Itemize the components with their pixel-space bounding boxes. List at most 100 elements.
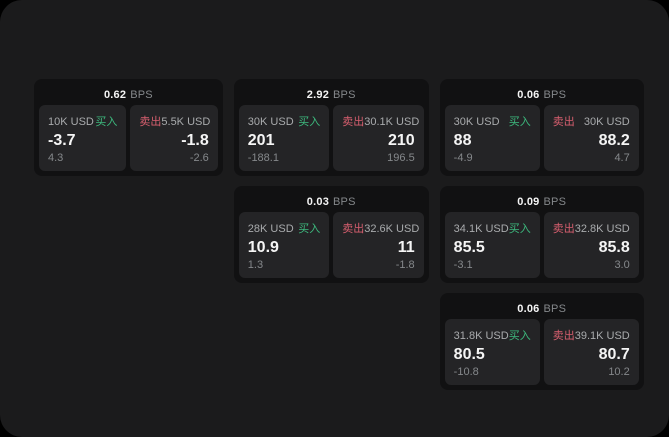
sell-panel[interactable]: 卖出 32.6K USD 11 -1.8 <box>333 212 424 278</box>
sell-side-label: 卖出 <box>552 116 575 128</box>
buy-amount: 34.1K USD <box>453 223 509 235</box>
sell-panel-header: 卖出 30K USD <box>553 113 630 129</box>
buy-amount: 31.8K USD <box>453 330 509 342</box>
buy-sell-panels: 31.8K USD 买入 80.5 -10.8 卖出 39.1K USD 80.… <box>444 319 639 385</box>
buy-side-label: 买入 <box>508 330 531 342</box>
buy-panel-header: 28K USD 买入 <box>248 220 320 236</box>
quote-card: 0.06 BPS 30K USD 买入 88 -4.9 卖出 30K USD 8… <box>439 79 644 176</box>
buy-panel[interactable]: 31.8K USD 买入 80.5 -10.8 <box>444 319 540 385</box>
spread-unit-label: BPS <box>543 195 567 208</box>
buy-panel-header: 31.8K USD 买入 <box>454 327 531 343</box>
spread-header: 0.03 BPS <box>239 191 424 212</box>
spread-header: 0.09 BPS <box>445 191 639 212</box>
quote-card: 0.03 BPS 28K USD 买入 10.9 1.3 卖出 32.6K US… <box>233 186 429 283</box>
sell-side-label: 卖出 <box>552 330 575 342</box>
spread-header: 0.06 BPS <box>445 298 639 319</box>
spread-header: 0.06 BPS <box>445 84 639 105</box>
spread-value: 0.06 <box>517 88 540 101</box>
sell-panel[interactable]: 卖出 39.1K USD 80.7 10.2 <box>543 319 639 385</box>
sell-change: -1.8 <box>395 259 415 271</box>
sell-panel-header: 卖出 32.6K USD <box>342 220 419 236</box>
buy-side-label: 买入 <box>95 116 118 128</box>
buy-side-label: 买入 <box>298 116 321 128</box>
quote-card: 0.09 BPS 34.1K USD 买入 85.5 -3.1 卖出 32.8K… <box>439 186 644 283</box>
buy-change: -188.1 <box>247 152 279 164</box>
quote-card: 2.92 BPS 30K USD 买入 201 -188.1 卖出 30.1K … <box>233 79 429 176</box>
sell-panel-header: 卖出 30.1K USD <box>342 113 419 129</box>
spread-unit-label: BPS <box>333 88 356 101</box>
quote-card: 0.06 BPS 31.8K USD 买入 80.5 -10.8 卖出 39.1… <box>439 293 644 390</box>
sell-change: 10.2 <box>608 366 630 378</box>
sell-change: -2.6 <box>189 152 209 164</box>
buy-panel-header: 10K USD 买入 <box>48 113 117 129</box>
sell-panel[interactable]: 卖出 30.1K USD 210 196.5 <box>333 105 424 171</box>
buy-side-label: 买入 <box>298 223 321 235</box>
buy-panel[interactable]: 30K USD 买入 201 -188.1 <box>238 105 330 171</box>
buy-amount: 30K USD <box>247 116 294 128</box>
buy-price: 88 <box>453 131 472 149</box>
sell-price: -1.8 <box>181 131 209 149</box>
buy-price: 85.5 <box>453 238 485 256</box>
spread-value: 0.03 <box>306 195 330 208</box>
buy-change: -10.8 <box>453 366 479 378</box>
spread-unit-label: BPS <box>543 302 567 315</box>
sell-change: 4.7 <box>614 152 630 164</box>
sell-amount: 30.1K USD <box>364 116 420 128</box>
buy-amount: 30K USD <box>453 116 500 128</box>
buy-change: -4.9 <box>453 152 473 164</box>
buy-panel[interactable]: 28K USD 买入 10.9 1.3 <box>238 212 330 278</box>
buy-sell-panels: 30K USD 买入 88 -4.9 卖出 30K USD 88.2 4.7 <box>444 105 639 171</box>
buy-sell-panels: 34.1K USD 买入 85.5 -3.1 卖出 32.8K USD 85.8… <box>444 212 639 278</box>
sell-amount: 32.6K USD <box>364 223 420 235</box>
buy-sell-panels: 30K USD 买入 201 -188.1 卖出 30.1K USD 210 1… <box>238 105 424 171</box>
sell-price: 85.8 <box>598 238 630 256</box>
sell-panel[interactable]: 卖出 5.5K USD -1.8 -2.6 <box>130 105 218 171</box>
buy-amount: 28K USD <box>247 223 294 235</box>
sell-panel[interactable]: 卖出 30K USD 88.2 4.7 <box>543 105 639 171</box>
spread-value: 0.09 <box>517 195 540 208</box>
buy-change: 4.3 <box>48 152 64 164</box>
buy-change: -3.1 <box>453 259 473 271</box>
spread-value: 0.62 <box>103 88 127 101</box>
sell-price: 88.2 <box>598 131 630 149</box>
buy-price: 80.5 <box>453 345 485 363</box>
buy-price: -3.7 <box>48 131 76 149</box>
buy-panel-header: 34.1K USD 买入 <box>454 220 531 236</box>
buy-panel[interactable]: 10K USD 买入 -3.7 4.3 <box>39 105 127 171</box>
sell-side-label: 卖出 <box>552 223 575 235</box>
sell-side-label: 卖出 <box>139 116 162 128</box>
spread-unit-label: BPS <box>543 88 567 101</box>
sell-amount: 39.1K USD <box>574 330 630 342</box>
sell-change: 3.0 <box>614 259 630 271</box>
sell-amount: 5.5K USD <box>161 116 211 128</box>
sell-amount: 32.8K USD <box>574 223 630 235</box>
spread-unit-label: BPS <box>130 88 153 101</box>
buy-change: 1.3 <box>247 259 264 271</box>
sell-price: 210 <box>387 131 415 149</box>
buy-price: 10.9 <box>247 238 279 256</box>
buy-sell-panels: 28K USD 买入 10.9 1.3 卖出 32.6K USD 11 -1.8 <box>238 212 424 278</box>
quote-card-grid: 0.62 BPS 10K USD 买入 -3.7 4.3 卖出 5.5K USD… <box>34 79 644 390</box>
buy-price: 201 <box>247 131 275 149</box>
spread-value: 2.92 <box>306 88 330 101</box>
buy-panel[interactable]: 30K USD 买入 88 -4.9 <box>444 105 540 171</box>
buy-sell-panels: 10K USD 买入 -3.7 4.3 卖出 5.5K USD -1.8 -2.… <box>39 105 218 171</box>
sell-panel-header: 卖出 5.5K USD <box>139 113 211 129</box>
sell-panel-header: 卖出 32.8K USD <box>553 220 630 236</box>
buy-side-label: 买入 <box>508 223 531 235</box>
buy-amount: 10K USD <box>48 116 94 128</box>
sell-price: 11 <box>397 238 415 256</box>
buy-panel-header: 30K USD 买入 <box>454 113 531 129</box>
spread-header: 0.62 BPS <box>39 84 218 105</box>
buy-panel[interactable]: 34.1K USD 买入 85.5 -3.1 <box>444 212 540 278</box>
buy-side-label: 买入 <box>508 116 531 128</box>
spread-unit-label: BPS <box>333 195 356 208</box>
sell-panel-header: 卖出 39.1K USD <box>553 327 630 343</box>
sell-panel[interactable]: 卖出 32.8K USD 85.8 3.0 <box>543 212 639 278</box>
buy-panel-header: 30K USD 买入 <box>248 113 320 129</box>
sell-side-label: 卖出 <box>342 223 365 235</box>
quote-card: 0.62 BPS 10K USD 买入 -3.7 4.3 卖出 5.5K USD… <box>34 79 223 176</box>
sell-amount: 30K USD <box>583 116 630 128</box>
sell-price: 80.7 <box>598 345 630 363</box>
